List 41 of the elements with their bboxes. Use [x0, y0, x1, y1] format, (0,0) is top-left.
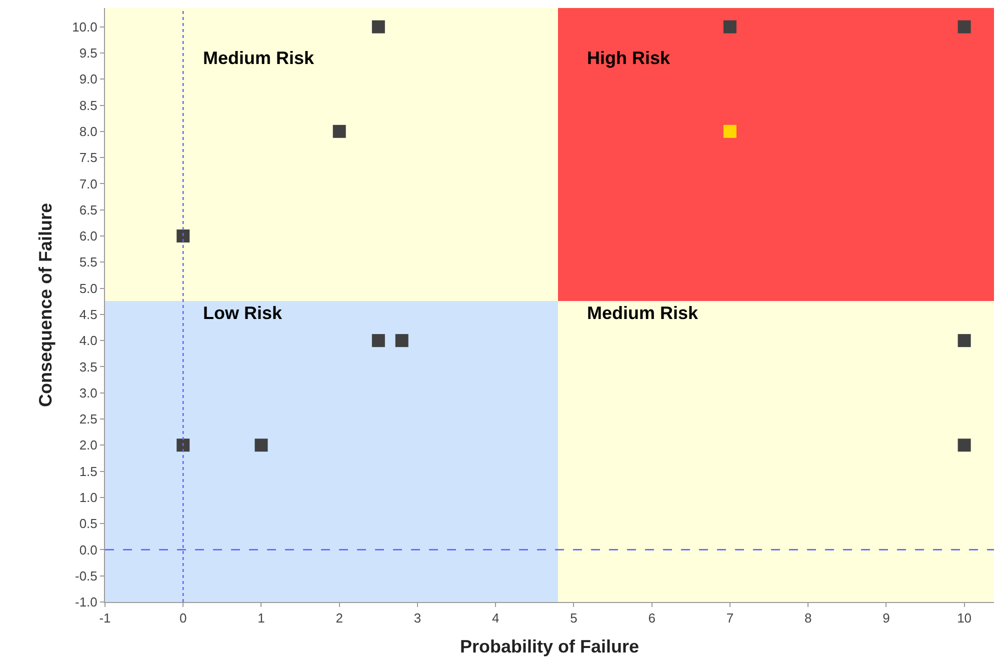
x-tick-label: 2 — [336, 610, 343, 626]
annotation: Medium Risk — [587, 303, 700, 323]
y-axis-title: Consequence of Failure — [35, 202, 56, 408]
annotation: High Risk — [587, 48, 671, 68]
y-tick-label: 1.0 — [79, 490, 98, 505]
x-axis-title: Probability of Failure — [460, 636, 640, 657]
x-tick-label: 3 — [414, 610, 422, 626]
y-tick-label: 8.0 — [79, 124, 98, 139]
y-tick-label: 6.5 — [79, 202, 98, 218]
y-tick-label: -0.5 — [74, 568, 98, 584]
x-tick-label: 0 — [180, 610, 187, 626]
y-tick-label: 5.5 — [79, 254, 98, 270]
y-tick-label: 3.0 — [79, 385, 98, 400]
y-tick-label: 7.0 — [79, 176, 98, 192]
y-tick-label: 10.0 — [72, 19, 98, 34]
x-tick-label: 8 — [804, 610, 812, 626]
y-tick-label: 0.0 — [79, 542, 98, 558]
y-tick-label: -1.0 — [74, 594, 98, 610]
x-tick-label: 9 — [882, 610, 890, 626]
x-tick-label: 7 — [726, 610, 734, 626]
y-tick-label: 5.0 — [79, 280, 98, 296]
y-tick-label: 4.0 — [79, 333, 98, 348]
y-tick-label: 4.5 — [79, 306, 98, 322]
y-tick-label: 3.5 — [79, 359, 98, 374]
y-tick-label: 2.5 — [79, 412, 98, 427]
y-tick-label: 0.5 — [79, 516, 98, 532]
y-tick-label: 1.5 — [79, 464, 98, 479]
x-tick-label: 5 — [570, 610, 578, 626]
y-tick-label: 8.5 — [79, 98, 98, 113]
y-tick-label: 2.0 — [79, 438, 98, 453]
annotation: Low Risk — [203, 303, 284, 323]
x-tick-label: 1 — [258, 610, 265, 626]
y-tick-label: 9.5 — [79, 46, 98, 61]
x-tick-label: 4 — [492, 610, 500, 626]
x-tick-label: -1 — [99, 610, 111, 626]
y-tick-label: 6.0 — [79, 228, 98, 244]
y-tick-label: 9.0 — [79, 72, 98, 87]
annotation: Medium Risk — [203, 48, 316, 68]
y-tick-label: 7.5 — [79, 150, 98, 166]
x-tick-label: 6 — [648, 610, 656, 626]
x-tick-label: 10 — [957, 610, 972, 626]
